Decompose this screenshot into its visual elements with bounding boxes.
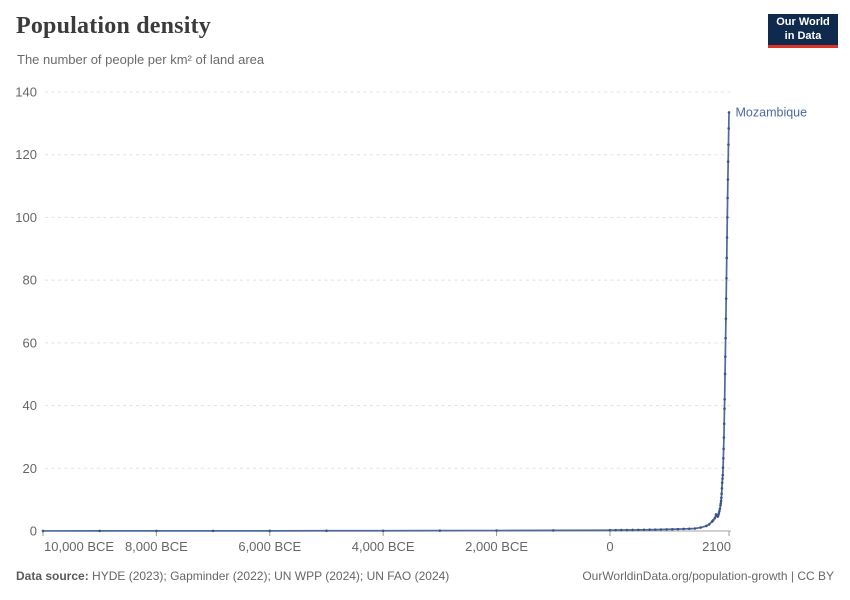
series-point-marker [659, 528, 663, 531]
series-point-marker [717, 512, 721, 515]
series-point-marker [705, 524, 708, 528]
series-point-marker [722, 422, 726, 426]
series-point-marker [625, 528, 629, 532]
series-point-marker [642, 528, 646, 532]
series-point-marker [727, 127, 731, 130]
series-point-marker [726, 160, 730, 163]
series-point-marker [726, 216, 729, 219]
series-point-marker [724, 297, 728, 300]
series-point-marker [693, 527, 697, 530]
series-point-marker [711, 519, 715, 522]
series-point-marker [723, 407, 726, 411]
series-point-marker [726, 178, 730, 181]
x-axis-tick-label: 2100 [702, 539, 731, 554]
series-end-label[interactable]: Mozambique [736, 105, 808, 119]
x-axis-tick-label: 2,000 BCE [465, 539, 528, 554]
chart-footer: Data source: HYDE (2023); Gapminder (202… [16, 569, 834, 583]
owid-logo-line1: Our World [776, 15, 830, 28]
series-point-marker [720, 492, 723, 495]
series-point-marker [722, 447, 725, 451]
series-point-marker [727, 143, 730, 146]
page-title: Population density [16, 13, 211, 39]
x-axis-tick-label: 4,000 BCE [352, 539, 415, 554]
y-axis-tick-label: 120 [15, 147, 37, 162]
series-point-marker [727, 111, 731, 114]
series-point-marker [719, 499, 723, 503]
series-point-marker [155, 529, 158, 533]
series-point-marker [648, 528, 651, 532]
series-point-marker [631, 528, 634, 532]
series-point-marker [495, 529, 498, 532]
series-point-marker [438, 529, 442, 532]
series-point-marker [720, 481, 724, 485]
series-point-marker [726, 196, 729, 200]
series-point-marker [721, 466, 725, 469]
series-point-marker [682, 527, 685, 531]
y-axis-tick-label: 100 [15, 210, 37, 225]
x-axis-tick-label: 0 [606, 539, 613, 554]
y-axis-tick-label: 80 [23, 273, 37, 288]
series-point-marker [98, 529, 101, 533]
series-point-marker [725, 236, 729, 239]
series-point-marker [665, 528, 668, 531]
owid-logo[interactable]: Our World in Data [768, 14, 838, 48]
series-point-marker [551, 529, 555, 532]
series-point-marker [724, 355, 727, 358]
data-source-label: Data source: [16, 569, 89, 583]
y-axis-tick-label: 60 [23, 335, 37, 350]
series-point-marker [381, 529, 385, 533]
series-point-marker [721, 473, 725, 477]
series-point-marker [725, 276, 728, 280]
series-point-marker [619, 528, 623, 532]
series-point-marker [722, 456, 725, 460]
series-point-marker [707, 523, 711, 526]
series-point-marker [724, 336, 727, 340]
series-point-marker [719, 502, 723, 505]
y-axis-tick-label: 0 [30, 524, 37, 539]
series-point-marker [722, 436, 726, 439]
series-point-marker [614, 528, 617, 532]
series-point-marker [268, 529, 272, 533]
series-point-marker [325, 529, 328, 533]
y-axis-tick-label: 140 [15, 85, 37, 100]
series-point-marker [723, 398, 726, 401]
attribution-link[interactable]: OurWorldinData.org/population-growth | C… [582, 569, 834, 583]
series-point-marker [699, 526, 702, 529]
x-axis-tick-label: 10,000 BCE [44, 539, 114, 554]
series-point-marker [41, 529, 45, 533]
data-source-text: HYDE (2023); Gapminder (2022); UN WPP (2… [88, 569, 450, 583]
y-axis-tick-label: 40 [23, 398, 37, 413]
series-point-marker [718, 509, 721, 513]
series-point-marker [676, 527, 680, 531]
series-point-marker [718, 507, 722, 511]
series-point-marker [654, 528, 657, 531]
chart-subtitle: The number of people per km² of land are… [17, 52, 265, 67]
x-axis-tick-label: 8,000 BCE [125, 539, 188, 554]
series-point-marker [720, 496, 723, 500]
series-point-marker [724, 317, 728, 321]
series-point-marker [637, 528, 640, 532]
x-axis-tick-label: 6,000 BCE [238, 539, 301, 554]
data-source-note: Data source: HYDE (2023); Gapminder (202… [16, 569, 449, 583]
series-point-marker [688, 527, 691, 531]
y-axis-tick-label: 20 [23, 461, 37, 476]
series-point-marker [713, 516, 717, 520]
series-point-marker [720, 487, 724, 490]
series-point-marker [725, 256, 729, 260]
series-point-marker [671, 527, 674, 531]
series-point-marker [608, 528, 612, 532]
series-point-marker [723, 372, 727, 376]
owid-logo-line2: in Data [784, 29, 822, 42]
series-point-marker [721, 477, 724, 480]
series-point-marker [211, 529, 215, 533]
